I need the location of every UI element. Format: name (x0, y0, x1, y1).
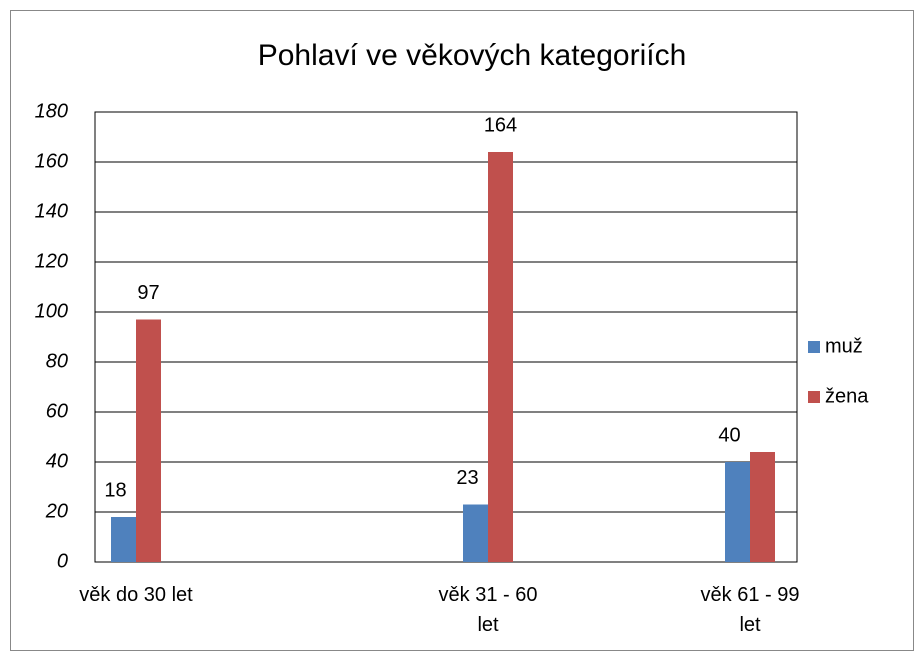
x-tick-label: věk 31 - 60 let (438, 584, 538, 636)
legend-label: žena (825, 385, 869, 407)
bar (488, 152, 513, 562)
data-label: 40 (718, 424, 740, 446)
bar (111, 517, 136, 562)
y-tick-label: 160 (35, 150, 68, 172)
y-tick-label: 60 (46, 400, 68, 422)
legend-swatch (808, 391, 820, 403)
y-tick-label: 20 (45, 500, 68, 522)
data-label: 23 (456, 467, 478, 489)
data-label: 97 (137, 282, 159, 304)
data-label: 18 (104, 479, 126, 501)
legend-label: muž (825, 335, 863, 357)
x-tick-label: věk do 30 let (79, 584, 193, 606)
data-label: 164 (484, 114, 517, 136)
chart-title: Pohlaví ve věkových kategoriích (258, 39, 687, 72)
y-tick-label: 80 (46, 350, 68, 372)
legend-swatch (808, 341, 820, 353)
y-tick-label: 140 (35, 200, 68, 222)
y-tick-label: 120 (35, 250, 68, 272)
y-tick-label: 0 (57, 550, 68, 572)
y-tick-label: 180 (35, 100, 68, 122)
y-tick-label: 40 (46, 450, 68, 472)
bar (725, 462, 750, 562)
x-tick-label: věk 61 - 99 let (700, 584, 800, 636)
y-tick-label: 100 (35, 300, 68, 322)
bar (750, 452, 775, 562)
bar (136, 319, 161, 562)
bar (463, 504, 488, 562)
